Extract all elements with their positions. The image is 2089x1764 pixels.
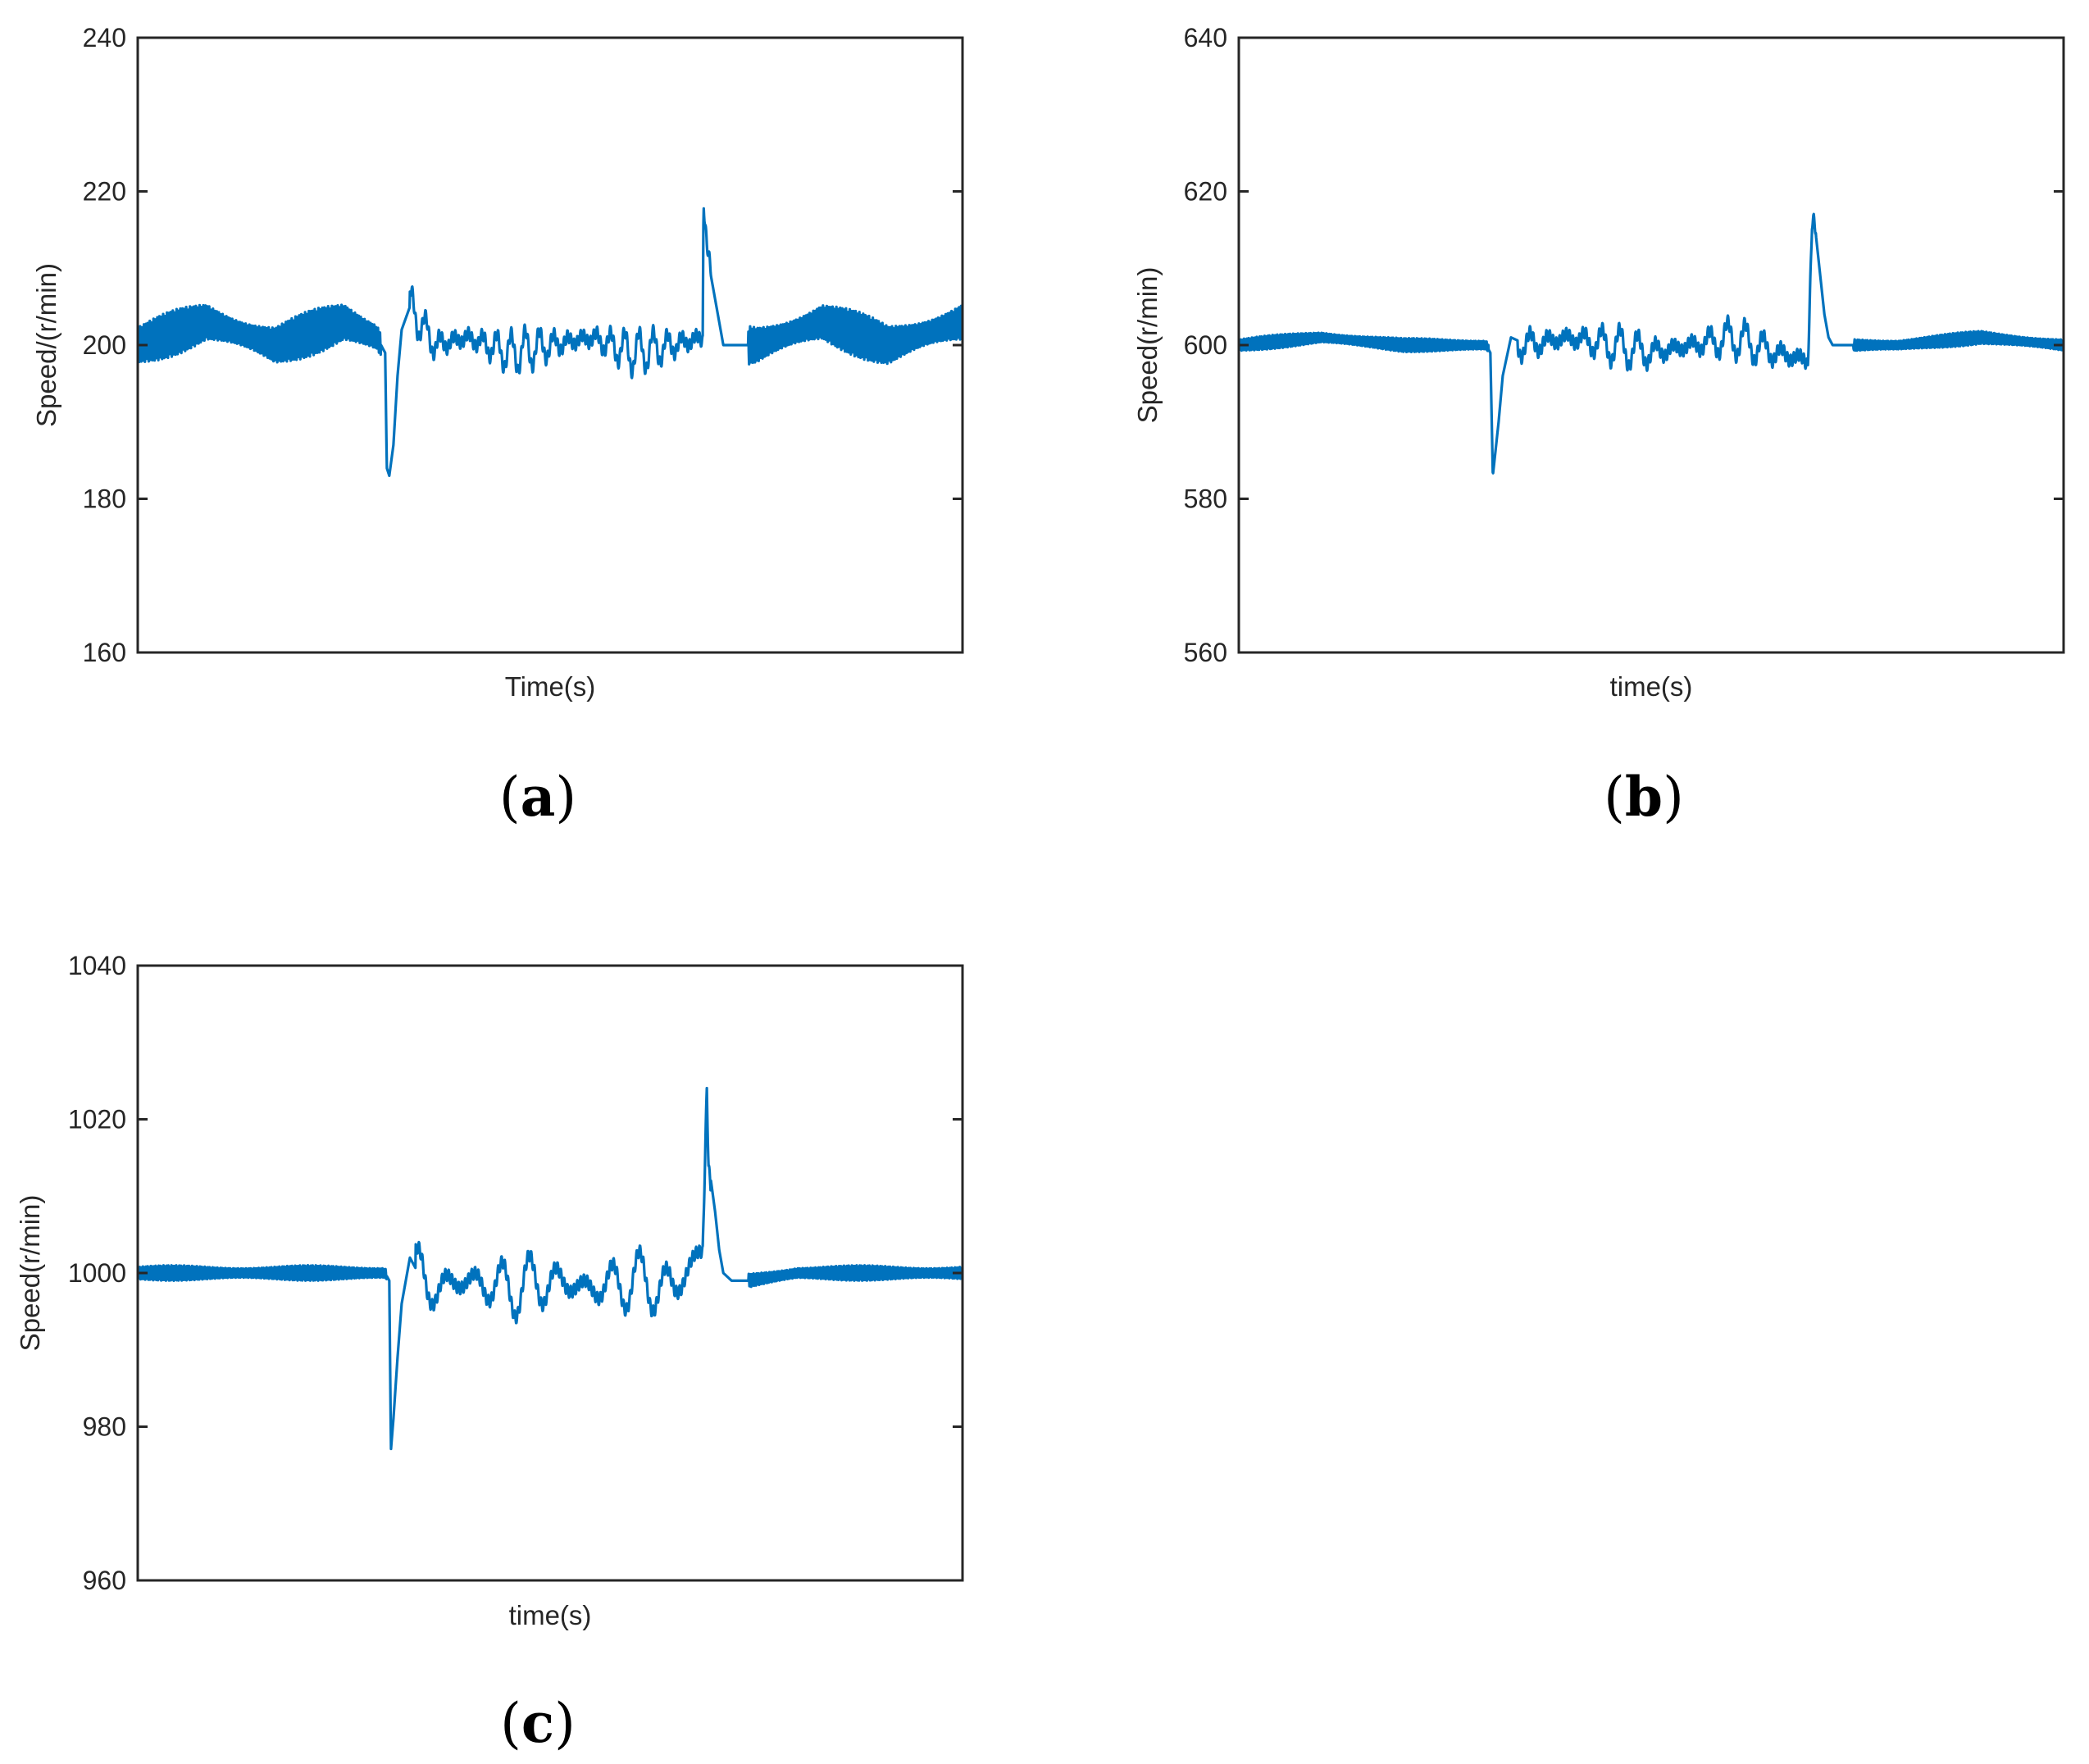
panel-b-ytick-label-2: 600 xyxy=(1184,330,1227,360)
panel-b-ticks: 560 580 600 620 640 xyxy=(1184,23,2064,667)
panel-b-ytick-label-3: 620 xyxy=(1184,177,1227,207)
panel-b-ytick-label-1: 580 xyxy=(1184,484,1227,514)
panel-a-xlabel: Time(s) xyxy=(505,671,596,702)
panel-b: 560 580 600 620 640 Speed(r/min) time(s) (b) xyxy=(1132,23,2065,829)
panel-c-traces xyxy=(138,1086,963,1451)
panel-a-ytick-label-0: 160 xyxy=(83,638,126,667)
panel-a-ytick-label-2: 200 xyxy=(83,330,126,360)
panel-c-caption: (c) xyxy=(500,1691,576,1755)
panel-b-ylabel: Speed(r/min) xyxy=(1132,267,1163,424)
panel-c-ytick-label-2: 1000 xyxy=(68,1258,126,1288)
panel-b-caption: (b) xyxy=(1604,765,1684,829)
panel-c-ytick-label-1: 980 xyxy=(83,1412,126,1442)
panel-c-ytick-label-3: 1020 xyxy=(68,1105,126,1134)
panel-a-caption: (a) xyxy=(499,765,576,829)
panel-b-speed-trace xyxy=(1239,212,2064,475)
panel-a: 160 180 200 220 240 Speed/(r/min) Time(s) (a… xyxy=(31,23,964,829)
panel-b-traces xyxy=(1239,212,2064,475)
panel-a-ylabel: Speed/(r/min) xyxy=(31,263,61,427)
panel-b-ytick-label-0: 560 xyxy=(1184,638,1227,667)
panel-a-speed-trace xyxy=(138,207,963,477)
panel-a-ytick-label-1: 180 xyxy=(83,484,126,514)
panel-c-speed-trace xyxy=(138,1086,963,1451)
panel-a-ytick-label-4: 240 xyxy=(83,23,126,52)
panel-c-xlabel: time(s) xyxy=(509,1600,592,1630)
panel-a-ticks: 160 180 200 220 240 xyxy=(83,23,963,667)
panel-c-ytick-label-4: 1040 xyxy=(68,951,126,980)
panel-a-traces xyxy=(138,207,963,477)
panel-c-ylabel: Speed(r/min) xyxy=(15,1195,45,1352)
panel-c-ytick-label-0: 960 xyxy=(83,1566,126,1595)
panel-a-ytick-label-3: 220 xyxy=(83,177,126,207)
panel-c-ticks: 960 980 1000 1020 1040 xyxy=(68,951,963,1595)
panel-b-caption-letter: b xyxy=(1625,765,1663,829)
panel-a-caption-letter: a xyxy=(521,765,556,829)
panel-c-caption-letter: c xyxy=(521,1691,554,1755)
panel-b-ytick-label-4: 640 xyxy=(1184,23,1227,52)
panel-b-xlabel: time(s) xyxy=(1610,671,1693,702)
